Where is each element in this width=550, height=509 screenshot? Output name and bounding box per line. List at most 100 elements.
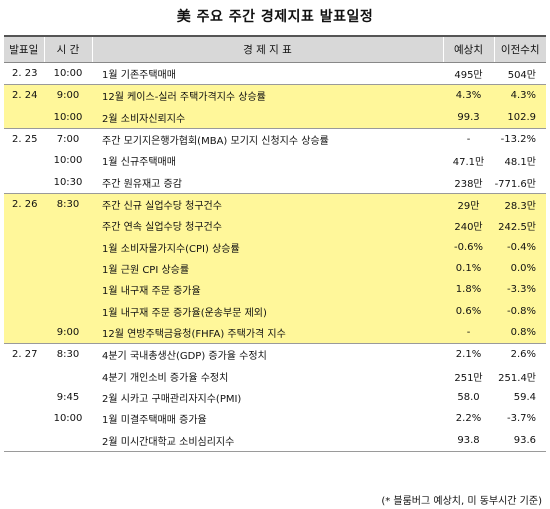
cell-previous: 2.6% (494, 343, 546, 366)
table-row: 2. 23 10:00 1월 기존주택매매 495만 504만 (4, 61, 546, 85)
cell-previous: 242.5만 (494, 215, 546, 237)
table-row: 주간 연속 실업수당 청구건수 240만 242.5만 (4, 215, 546, 237)
cell-indicator: 주간 원유재고 증감 (92, 171, 443, 194)
cell-previous: 93.6 (494, 429, 546, 452)
cell-indicator: 1월 내구재 주문 증가율 (92, 279, 443, 301)
cell-previous: -0.4% (494, 236, 546, 258)
cell-time: 8:30 (44, 192, 92, 216)
cell-indicator: 1월 소비자물가지수(CPI) 상승률 (92, 236, 443, 258)
cell-indicator: 12월 연방주택금융청(FHFA) 주택가격 지수 (92, 321, 443, 344)
cell-time (44, 279, 92, 301)
cell-expected: 4.3% (443, 84, 494, 107)
cell-indicator: 2월 소비자신뢰지수 (92, 106, 443, 129)
table-row: 1월 내구재 주문 증가율 1.8% -3.3% (4, 279, 546, 301)
cell-previous: 102.9 (494, 106, 546, 129)
header-previous: 이전수치 (493, 35, 546, 63)
cell-time (44, 257, 92, 280)
cell-expected: 2.2% (443, 408, 494, 430)
cell-time: 8:30 (44, 343, 92, 366)
cell-expected: - (443, 127, 494, 151)
table-row: 1월 내구재 주문 증가율(운송부문 제외) 0.6% -0.8% (4, 300, 546, 322)
table-row: 9:00 12월 연방주택금융청(FHFA) 주택가격 지수 - 0.8% (4, 321, 546, 344)
table-row: 4분기 개인소비 증가율 수정치 251만 251.4만 (4, 365, 546, 387)
cell-date (4, 365, 44, 387)
cell-date (4, 300, 44, 322)
cell-expected: 495만 (443, 61, 494, 85)
table-row: 9:45 2월 시카고 구매관리자지수(PMI) 58.0 59.4 (4, 386, 546, 409)
cell-date: 2. 26 (4, 192, 44, 216)
cell-date (4, 150, 44, 172)
economic-schedule-table: 발표일 시 간 경 제 지 표 예상치 이전수치 2. 23 10:00 1월 … (4, 35, 546, 452)
cell-time: 10:30 (44, 171, 92, 194)
cell-expected: 2.1% (443, 343, 494, 366)
cell-previous: 59.4 (494, 386, 546, 409)
cell-indicator: 주간 신규 실업수당 청구건수 (92, 192, 443, 216)
cell-expected: 93.8 (443, 429, 494, 452)
cell-previous: -771.6만 (494, 171, 546, 194)
page-title: 美 주요 주간 경제지표 발표일정 (176, 9, 374, 25)
cell-indicator: 주간 연속 실업수당 청구건수 (92, 215, 443, 237)
cell-date (4, 429, 44, 452)
cell-previous: -0.8% (494, 300, 546, 322)
cell-previous: 0.8% (494, 321, 546, 344)
cell-expected: 251만 (443, 365, 494, 387)
cell-indicator: 4분기 국내총생산(GDP) 증가율 수정치 (92, 343, 443, 366)
cell-date (4, 257, 44, 280)
cell-expected: -0.6% (443, 236, 494, 258)
table-row: 10:00 1월 신규주택매매 47.1만 48.1만 (4, 150, 546, 172)
cell-expected: 29만 (443, 192, 494, 216)
header-date: 발표일 (4, 35, 44, 63)
cell-time (44, 215, 92, 237)
cell-indicator: 2월 미시간대학교 소비심리지수 (92, 429, 443, 452)
cell-previous: 28.3만 (494, 192, 546, 216)
table-row: 10:00 2월 소비자신뢰지수 99.3 102.9 (4, 106, 546, 129)
cell-time (44, 236, 92, 258)
table-row: 2. 25 7:00 주간 모기지은행가협회(MBA) 모기지 신청지수 상승률… (4, 127, 546, 151)
cell-expected: 0.6% (443, 300, 494, 322)
cell-time: 9:00 (44, 321, 92, 344)
cell-date (4, 215, 44, 237)
cell-indicator: 1월 내구재 주문 증가율(운송부문 제외) (92, 300, 443, 322)
cell-time: 10:00 (44, 61, 92, 85)
cell-expected: 58.0 (443, 386, 494, 409)
cell-time (44, 429, 92, 452)
cell-date (4, 171, 44, 194)
cell-previous: 0.0% (494, 257, 546, 280)
header-time: 시 간 (43, 35, 92, 63)
cell-previous: 4.3% (494, 84, 546, 107)
cell-date (4, 321, 44, 344)
cell-time (44, 365, 92, 387)
cell-expected: - (443, 321, 494, 344)
cell-expected: 240만 (443, 215, 494, 237)
cell-indicator: 주간 모기지은행가협회(MBA) 모기지 신청지수 상승률 (92, 127, 443, 151)
cell-time: 10:00 (44, 106, 92, 129)
table-header-row: 발표일 시 간 경 제 지 표 예상치 이전수치 (4, 35, 546, 63)
cell-indicator: 1월 기존주택매매 (92, 61, 443, 85)
cell-date (4, 386, 44, 409)
table-row: 10:00 1월 미결주택매매 증가율 2.2% -3.7% (4, 408, 546, 430)
cell-time: 10:00 (44, 408, 92, 430)
cell-time: 7:00 (44, 127, 92, 151)
cell-indicator: 1월 근원 CPI 상승률 (92, 257, 443, 280)
cell-expected: 47.1만 (443, 150, 494, 172)
cell-date: 2. 27 (4, 343, 44, 366)
table-row: 2. 27 8:30 4분기 국내총생산(GDP) 증가율 수정치 2.1% 2… (4, 343, 546, 366)
cell-indicator: 4분기 개인소비 증가율 수정치 (92, 365, 443, 387)
cell-previous: 504만 (494, 61, 546, 85)
table-row: 1월 소비자물가지수(CPI) 상승률 -0.6% -0.4% (4, 236, 546, 258)
source-note: (* 블룸버그 예상치, 미 동부시간 기준) (381, 496, 542, 507)
cell-expected: 238만 (443, 171, 494, 194)
cell-previous: -3.3% (494, 279, 546, 301)
table-row: 2월 미시간대학교 소비심리지수 93.8 93.6 (4, 429, 546, 452)
cell-previous: -13.2% (494, 127, 546, 151)
cell-previous: 251.4만 (494, 365, 546, 387)
cell-date (4, 279, 44, 301)
table-row: 1월 근원 CPI 상승률 0.1% 0.0% (4, 257, 546, 280)
cell-date (4, 236, 44, 258)
cell-date (4, 408, 44, 430)
header-expected: 예상치 (442, 35, 494, 63)
cell-date (4, 106, 44, 129)
cell-expected: 99.3 (443, 106, 494, 129)
cell-time: 10:00 (44, 150, 92, 172)
cell-time: 9:45 (44, 386, 92, 409)
